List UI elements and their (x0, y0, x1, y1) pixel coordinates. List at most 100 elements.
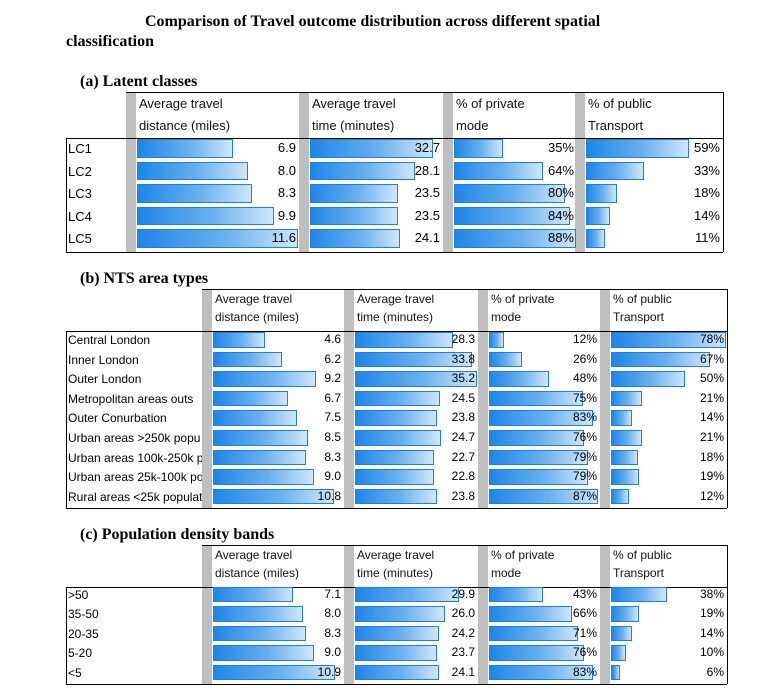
cell-value: 84% (547, 207, 574, 223)
header-border-bottom (66, 331, 727, 332)
cell-value: 59% (693, 140, 720, 155)
data-bar (454, 229, 576, 248)
data-bar (355, 488, 438, 505)
data-bar (137, 184, 253, 203)
column-header: Average travel time (minutes) (312, 93, 446, 137)
cell-value: 11.6 (271, 230, 296, 246)
row-label: Outer Conurbation (68, 411, 167, 426)
cell-value: 24.1 (451, 664, 475, 679)
data-bar (137, 161, 249, 181)
cell-value: 32.7 (414, 140, 440, 155)
data-bar (611, 430, 642, 446)
row-label: LC2 (68, 163, 92, 179)
table-cell: 24.2 (354, 624, 478, 643)
column-header-line-2: mode (491, 310, 522, 324)
row-label: LC3 (68, 186, 92, 202)
table-cell: 35% (453, 137, 577, 160)
table-cell: 8.5 (212, 428, 344, 448)
table-cell: 26% (488, 350, 600, 370)
data-bar (489, 625, 578, 642)
table-cell: 14% (585, 205, 723, 228)
data-bar (355, 390, 440, 407)
cell-value: 22.7 (451, 449, 475, 464)
data-bar (213, 449, 307, 466)
cell-value: 8.3 (324, 449, 341, 464)
data-bar (355, 449, 434, 466)
table-cell: 23.5 (309, 182, 443, 205)
column-header: % of public Transport (613, 546, 730, 582)
cell-value: 12% (699, 488, 724, 503)
table-cell: 11.6 (136, 227, 299, 250)
cell-value: 83% (572, 664, 597, 679)
data-bar (611, 587, 668, 603)
cell-value: 29.9 (451, 587, 475, 601)
column-header-line-1: % of public (613, 548, 672, 562)
data-bar (611, 371, 685, 387)
data-bar (611, 606, 639, 622)
cell-value: 88% (547, 230, 574, 246)
table-cell: 7.5 (212, 408, 344, 428)
column-separator (600, 545, 610, 684)
data-bar (213, 488, 335, 505)
table-cell: 19% (610, 467, 727, 487)
cell-value: 9.0 (324, 469, 341, 484)
column-header-line-2: distance (miles) (215, 566, 300, 580)
cell-value: 35.2 (451, 371, 475, 386)
data-bar (355, 645, 438, 661)
data-bar (355, 625, 439, 642)
table-cell: 23.8 (354, 487, 478, 507)
cell-value: 8.5 (324, 430, 341, 444)
cell-value: 80% (547, 185, 574, 201)
cell-value: 19% (699, 606, 724, 621)
column-header-line-2: distance (miles) (139, 118, 231, 133)
cell-value: 14% (699, 410, 724, 425)
table-cell: 24.1 (309, 227, 443, 250)
data-bar (489, 587, 543, 603)
cell-value: 78% (699, 332, 724, 346)
cell-value: 7.1 (324, 587, 341, 601)
cell-value: 9.0 (324, 645, 341, 660)
cell-value: 26.0 (451, 606, 475, 621)
row-label: LC5 (68, 231, 92, 247)
table-cell: 29.9 (354, 585, 478, 604)
table-cell: 22.7 (354, 448, 478, 468)
column-header-line-1: % of private (456, 96, 525, 111)
column-header: Average travel distance (miles) (139, 93, 302, 137)
cell-value: 23.5 (414, 207, 440, 223)
column-header-line-1: Average travel (215, 548, 293, 562)
data-bar (489, 430, 584, 446)
data-bar (454, 184, 565, 203)
data-bar (213, 332, 265, 348)
table-cell: 8.0 (212, 604, 344, 623)
table-cell: 83% (488, 408, 600, 428)
data-bar (310, 161, 416, 181)
cell-value: 38% (699, 587, 724, 601)
cell-value: 75% (572, 390, 597, 405)
cell-value: 33.8 (451, 351, 475, 366)
table-cell: 76% (488, 428, 600, 448)
data-bar (213, 371, 317, 387)
cell-value: 6.2 (324, 351, 341, 366)
data-bar (454, 161, 543, 181)
table-cell: 76% (488, 643, 600, 662)
cell-value: 26% (572, 351, 597, 366)
data-bar (213, 469, 314, 485)
cell-value: 83% (572, 410, 597, 425)
cell-value: 18% (699, 449, 724, 464)
table-cell: 35.2 (354, 369, 478, 389)
data-bar (213, 606, 303, 622)
data-bar (355, 606, 446, 622)
table-cell: 8.3 (212, 624, 344, 643)
table-cell: 9.2 (212, 369, 344, 389)
table-cell: 59% (585, 137, 723, 160)
cell-value: 33% (693, 162, 720, 178)
column-header-line-2: mode (456, 118, 489, 133)
cell-value: 11% (694, 230, 720, 246)
column-separator (478, 545, 488, 684)
column-header-line-2: Transport (613, 566, 664, 580)
column-header-line-1: % of public (613, 292, 672, 306)
table-cell: 79% (488, 467, 600, 487)
column-header: % of public Transport (588, 93, 726, 137)
table-cell: 12% (488, 330, 600, 350)
data-bar (611, 664, 620, 680)
